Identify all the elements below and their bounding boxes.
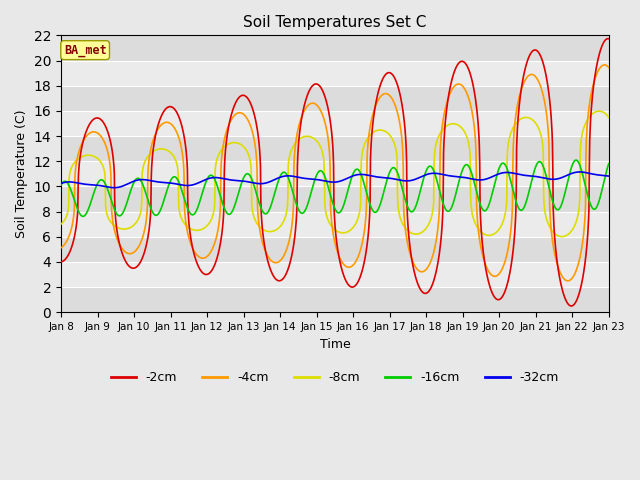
Bar (61, 36, 609, 60)
Title: Soil Temperatures Set C: Soil Temperatures Set C (243, 15, 427, 30)
X-axis label: Time: Time (319, 337, 350, 351)
Bar (61, 60, 609, 86)
Bar (61, 237, 609, 262)
Bar (61, 212, 609, 237)
Bar (61, 186, 609, 212)
Bar (61, 262, 609, 287)
Bar (61, 136, 609, 161)
Bar (61, 86, 609, 111)
Bar (61, 161, 609, 186)
Legend: -2cm, -4cm, -8cm, -16cm, -32cm: -2cm, -4cm, -8cm, -16cm, -32cm (106, 366, 564, 389)
Bar (61, 287, 609, 312)
Y-axis label: Soil Temperature (C): Soil Temperature (C) (15, 109, 28, 238)
Bar (61, 111, 609, 136)
Text: BA_met: BA_met (64, 44, 106, 57)
